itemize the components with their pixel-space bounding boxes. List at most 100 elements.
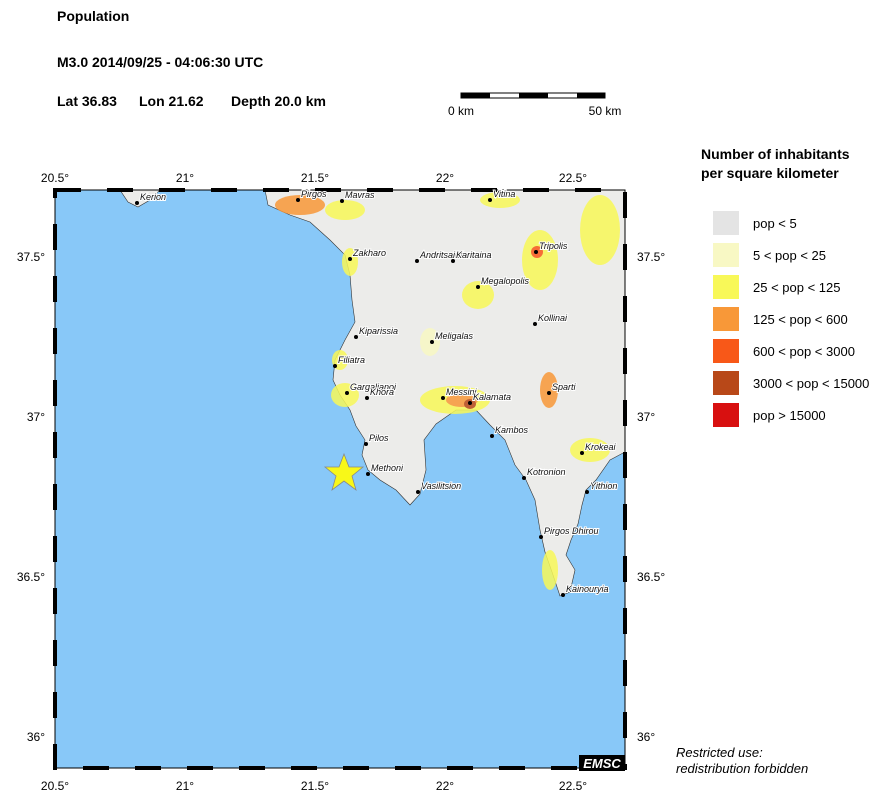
legend-swatch	[713, 339, 739, 363]
town-dot	[348, 257, 352, 261]
town-label: Andritsaina	[419, 250, 465, 260]
epicenter	[323, 452, 365, 492]
town-dot	[365, 396, 369, 400]
town-label: Sparti	[552, 382, 577, 392]
town-label: Kerion	[140, 192, 166, 202]
scale-bar	[460, 92, 606, 99]
town-dot	[539, 535, 543, 539]
y-tick-label: 37.5°	[637, 250, 665, 264]
depth: Depth 20.0 km	[231, 93, 326, 109]
town-label: Pirgos	[301, 189, 327, 199]
legend-swatch	[713, 243, 739, 267]
town-dot	[451, 259, 455, 263]
footer: Restricted use:	[676, 745, 763, 760]
town-dot	[522, 476, 526, 480]
scale-end: 50 km	[589, 104, 622, 118]
town-dot	[345, 391, 349, 395]
town-label: Krokeai	[585, 442, 617, 452]
town-dot	[333, 364, 337, 368]
logo: EMSC	[583, 756, 621, 771]
town-dot	[430, 340, 434, 344]
town-dot	[533, 322, 537, 326]
town-dot	[354, 335, 358, 339]
legend-label: 5 < pop < 25	[753, 248, 826, 263]
town-dot	[366, 472, 370, 476]
town-label: Kainouryia	[566, 584, 609, 594]
town-label: Pilos	[369, 433, 389, 443]
x-tick-label: 20.5°	[41, 171, 69, 185]
town-label: Kambos	[495, 425, 529, 435]
legend-label: 25 < pop < 125	[753, 280, 840, 295]
legend-swatch	[713, 275, 739, 299]
x-tick-label: 21.5°	[301, 779, 329, 793]
title: Population	[57, 8, 129, 24]
town-dot	[476, 285, 480, 289]
x-tick-label: 22.5°	[559, 171, 587, 185]
lon: Lon 21.62	[139, 93, 204, 109]
y-tick-label: 37°	[27, 410, 45, 424]
legend-swatch	[713, 403, 739, 427]
town-label: Kalamata	[473, 392, 511, 402]
town-dot	[415, 259, 419, 263]
y-tick-label: 36°	[27, 730, 45, 744]
legend-swatch	[713, 211, 739, 235]
y-tick-label: 36.5°	[637, 570, 665, 584]
town-label: Pirgos Dhirou	[544, 526, 599, 536]
town-label: Tripolis	[539, 241, 568, 251]
town-label: Zakharo	[352, 248, 386, 258]
town-dot	[416, 490, 420, 494]
legend-title: Number of inhabitants	[701, 146, 850, 162]
town-dot	[561, 593, 565, 597]
legend-label: 3000 < pop < 15000	[753, 376, 869, 391]
town-dot	[534, 250, 538, 254]
town-label: Vitina	[493, 189, 515, 199]
x-tick-label: 21°	[176, 779, 194, 793]
legend-label: pop < 5	[753, 216, 797, 231]
town-label: Karitaina	[456, 250, 492, 260]
legend-swatch	[713, 371, 739, 395]
legend-label: pop > 15000	[753, 408, 826, 423]
scale-start: 0 km	[448, 104, 474, 118]
town-label: Gargalianoi	[350, 382, 397, 392]
town-dot	[296, 198, 300, 202]
y-tick-label: 37.5°	[17, 250, 45, 264]
y-tick-label: 37°	[637, 410, 655, 424]
town-dot	[488, 198, 492, 202]
map	[53, 188, 627, 771]
town-dot	[364, 442, 368, 446]
town-label: Yithion	[590, 481, 617, 491]
town-label: Kiparissia	[359, 326, 398, 336]
footer: redistribution forbidden	[676, 761, 808, 776]
town-label: Kollinai	[538, 313, 568, 323]
lat: Lat 36.83	[57, 93, 117, 109]
town-label: Meligalas	[435, 331, 474, 341]
x-tick-label: 21.5°	[301, 171, 329, 185]
town-dot	[468, 401, 472, 405]
event: M3.0 2014/09/25 - 04:06:30 UTC	[57, 54, 263, 70]
y-tick-label: 36°	[637, 730, 655, 744]
town-label: Filiatra	[338, 355, 365, 365]
legend-title: per square kilometer	[701, 165, 839, 181]
x-tick-label: 20.5°	[41, 779, 69, 793]
town-dot	[490, 434, 494, 438]
legend-label: 125 < pop < 600	[753, 312, 848, 327]
town-label: Messini	[446, 387, 478, 397]
x-tick-label: 22.5°	[559, 779, 587, 793]
town-dot	[135, 201, 139, 205]
x-tick-label: 21°	[176, 171, 194, 185]
x-tick-label: 22°	[436, 171, 454, 185]
town-dot	[441, 396, 445, 400]
town-dot	[340, 199, 344, 203]
town-dot	[585, 490, 589, 494]
town-dot	[547, 391, 551, 395]
legend-label: 600 < pop < 3000	[753, 344, 855, 359]
town-label: Khora	[370, 387, 394, 397]
y-tick-label: 36.5°	[17, 570, 45, 584]
town-label: Vasilitsion	[421, 481, 461, 491]
town-label: Megalopolis	[481, 276, 530, 286]
x-tick-label: 22°	[436, 779, 454, 793]
town-label: Kotronion	[527, 467, 566, 477]
town-label: Mavras	[345, 190, 375, 200]
legend-swatch	[713, 307, 739, 331]
